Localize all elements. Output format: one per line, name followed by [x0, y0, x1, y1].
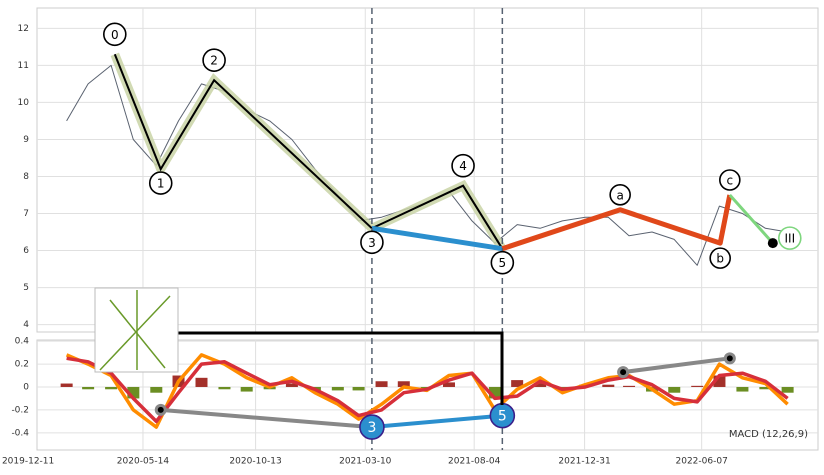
y-tick-label: 5	[23, 283, 29, 293]
y-tick-label: 8	[23, 172, 29, 182]
histogram-bar	[736, 386, 749, 392]
projection-arrow	[728, 194, 774, 245]
histogram-bar	[691, 385, 704, 387]
wave-label: 1	[157, 177, 165, 191]
histogram-bar	[60, 383, 73, 387]
abc-label: a	[616, 188, 623, 202]
x-tick-label: 2021-08-04	[448, 457, 501, 467]
abc-label: c	[727, 173, 734, 187]
abc-line	[501, 194, 733, 252]
y-tick-label: 12	[18, 24, 29, 34]
x-tick-label: 2022-06-07	[676, 457, 728, 467]
histogram-bar	[82, 386, 95, 390]
histogram-bar	[331, 386, 344, 391]
histogram-bar	[150, 386, 163, 393]
y-tick-label: 0	[23, 382, 29, 392]
histogram-bar	[285, 383, 298, 387]
histogram-bar	[534, 383, 547, 387]
wave-label-circle	[490, 250, 515, 275]
histogram-bar	[375, 381, 388, 387]
wave-line	[113, 53, 504, 250]
pivot-core	[726, 355, 733, 362]
histogram-bar	[488, 386, 501, 399]
pivot-link	[160, 407, 373, 430]
mark-layer: 0 1 2 3 4 5 a b c III 3 5	[60, 8, 802, 450]
histogram-bar	[240, 386, 253, 392]
histogram-bar	[781, 386, 794, 393]
pivot-core	[157, 406, 164, 413]
x-tick-label: 2020-10-13	[229, 457, 281, 467]
histogram-bar	[602, 384, 615, 387]
wave-label-circle	[360, 230, 384, 255]
pivot-link	[622, 356, 731, 375]
wave-label-circle	[103, 22, 127, 47]
wave-label-circle	[202, 48, 226, 73]
histogram-bar	[713, 375, 726, 387]
x-tick-label: 2019-12-11	[2, 457, 54, 467]
histogram-bar	[442, 382, 455, 387]
y-tick-label: 9	[23, 135, 29, 145]
inset-art	[99, 290, 171, 371]
abc-label-circle	[719, 169, 741, 191]
projection-label: III	[784, 232, 795, 246]
connector	[178, 331, 504, 405]
histogram-bar	[195, 377, 208, 387]
histogram-bar	[668, 386, 681, 393]
x-tick-label: 2021-12-31	[558, 457, 610, 467]
histogram-bar	[105, 386, 118, 390]
abc-label-circle	[709, 247, 731, 269]
wave-label: 3	[368, 236, 376, 250]
histogram-bar	[218, 386, 231, 390]
abc-label: b	[716, 252, 724, 266]
y-tick-label: 0.2	[15, 360, 29, 370]
projection-label-circle	[777, 226, 802, 250]
histogram-bar	[127, 386, 140, 399]
y-tick-label: 6	[23, 246, 29, 256]
wave-label: 5	[499, 256, 507, 270]
wave-label-circle	[451, 153, 475, 178]
y-tick-label: 0.4	[15, 337, 30, 347]
histogram-bar	[352, 386, 365, 391]
x-tick-label: 2020-05-14	[117, 457, 170, 467]
histogram-bar	[511, 380, 524, 387]
plot-area	[36, 7, 819, 333]
pivot-dot	[767, 238, 778, 249]
histogram-bar	[623, 385, 636, 387]
pivot-label: 5	[498, 409, 507, 425]
x-tick-label: 2021-03-10	[339, 457, 392, 467]
wave-label: 2	[210, 54, 218, 68]
wave-label: 4	[459, 159, 467, 173]
pivot-link	[371, 413, 503, 430]
y-tick-label: -0.2	[11, 405, 29, 415]
abc-label-circle	[609, 184, 631, 206]
histogram-bar	[397, 381, 410, 387]
pivot-label: 3	[367, 420, 376, 436]
y-tick-label: -0.4	[11, 428, 29, 438]
y-tick-label: 10	[18, 98, 30, 108]
wave-label: 0	[111, 28, 119, 42]
pivot-core	[620, 369, 627, 376]
wave-label-circle	[148, 171, 173, 195]
pivot-label-circle	[359, 414, 385, 440]
y-tick-label: 7	[23, 209, 29, 219]
y-tick-label: 4	[23, 320, 29, 330]
series-line	[66, 356, 789, 424]
correction-line	[371, 225, 503, 252]
indicator-label: MACD (12,26,9)	[729, 429, 808, 440]
y-tick-label: 11	[18, 61, 29, 71]
histogram-bar	[759, 386, 772, 390]
